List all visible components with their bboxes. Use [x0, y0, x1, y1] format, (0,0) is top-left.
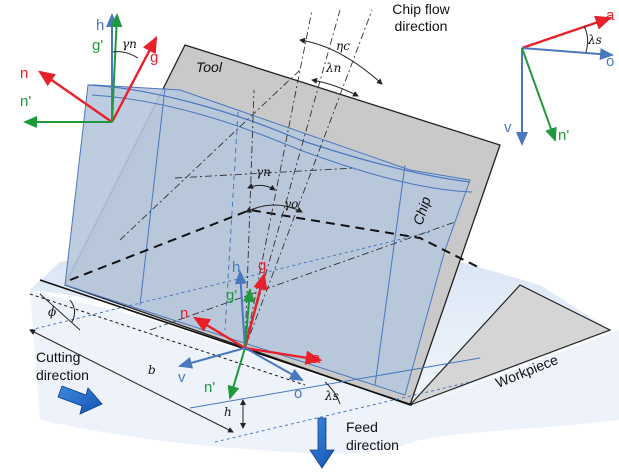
workpiece-line-3 [214, 381, 471, 443]
sym-h-dim: h [224, 405, 232, 419]
cutting-label-1: Cutting [36, 349, 80, 365]
chip-flow-label-2: direction [395, 18, 448, 34]
phi-arc [69, 299, 76, 323]
chip-flow-line-1 [244, 9, 341, 349]
sym-lambda-s: λs [324, 389, 339, 403]
gamma-o-arc [245, 204, 303, 213]
vec-a [244, 346, 323, 365]
sym-gamma-n: γn [256, 165, 271, 179]
vec-g [243, 272, 268, 349]
inset-tr-a [521, 15, 613, 50]
gamma-n-arc [247, 183, 276, 191]
chip-body [64, 84, 471, 396]
vec-o [244, 347, 304, 381]
sym-b: b [148, 363, 156, 377]
workpiece-line-1 [29, 231, 431, 331]
label-g: g [258, 257, 266, 274]
chip-vertical-3 [374, 164, 406, 386]
inset-tl-g [110, 35, 158, 123]
vec-g-prime [242, 288, 255, 349]
inset-tr-label-v: v [504, 119, 512, 136]
feed-label-2: direction [346, 437, 399, 453]
inset-tr-label-n-prime: n' [558, 127, 569, 144]
sym-gamma-o: γo [284, 197, 298, 211]
label-g-prime: g' [226, 287, 237, 304]
lambda-n-arc [311, 77, 359, 97]
sym-lambda-n: λn [325, 61, 341, 75]
inset-tr-lambda-arc [583, 25, 589, 53]
chip-top-edge [87, 84, 471, 183]
inset-tl-label-n: n [20, 65, 28, 82]
sym-eta-c: ηc [336, 39, 350, 53]
feed-label-1: Feed [346, 419, 378, 435]
tool-label: Tool [196, 59, 223, 75]
sym-phi: ϕ [48, 305, 56, 319]
label-n: n [180, 305, 188, 322]
construction-line-e [149, 221, 456, 331]
eta-c-arc [299, 37, 383, 85]
chip-vertical-2 [224, 111, 239, 331]
phi-line [39, 293, 81, 331]
chip-flow-label-1: Chip flow [392, 1, 450, 17]
inset-tl-g-prime [110, 13, 123, 123]
inset-tl-label-h: h [96, 17, 104, 34]
feed-direction-arrow [309, 417, 335, 469]
inset-tr-n-prime [521, 47, 557, 142]
vec-n-prime [227, 347, 246, 400]
b-dim-line [29, 329, 234, 433]
workpiece-rake-plane [409, 284, 612, 406]
inset-tl-label-g-prime: g' [92, 37, 103, 54]
inset-top-right [516, 15, 614, 146]
sym-lambda-s-inset: λs [587, 33, 602, 47]
central-vectors [178, 270, 323, 400]
label-a: a [312, 350, 321, 367]
inset-tr-label-a: a [606, 7, 615, 24]
inset-tr-label-o: o [606, 53, 614, 70]
chip-flow-line-4 [244, 89, 255, 349]
tool-hidden-edge [69, 208, 481, 281]
chip-inner-edge [91, 94, 473, 193]
vec-n [192, 316, 246, 350]
cutting-label-2: direction [36, 367, 89, 383]
inset-tl-gamma-arc [112, 51, 139, 59]
vec-v [178, 347, 246, 369]
label-v: v [178, 369, 186, 386]
label-o: o [294, 385, 302, 402]
inset-tl-label-n-prime: n' [20, 93, 31, 110]
construction-line-h [174, 167, 356, 179]
sym-gamma-n-inset: γn [122, 37, 137, 51]
inset-tl-label-g: g [150, 49, 158, 66]
chip-vertical-1 [139, 87, 166, 306]
cutting-direction-arrow [57, 385, 103, 415]
label-n-prime: n' [204, 379, 215, 396]
label-h: h [232, 259, 240, 276]
inset-tl-n [38, 70, 113, 123]
inset-top-left [23, 13, 158, 128]
inset-tr-o [521, 47, 614, 61]
vec-h [234, 270, 247, 349]
lambda-s-arc [324, 381, 341, 405]
construction-line-d [119, 69, 301, 241]
